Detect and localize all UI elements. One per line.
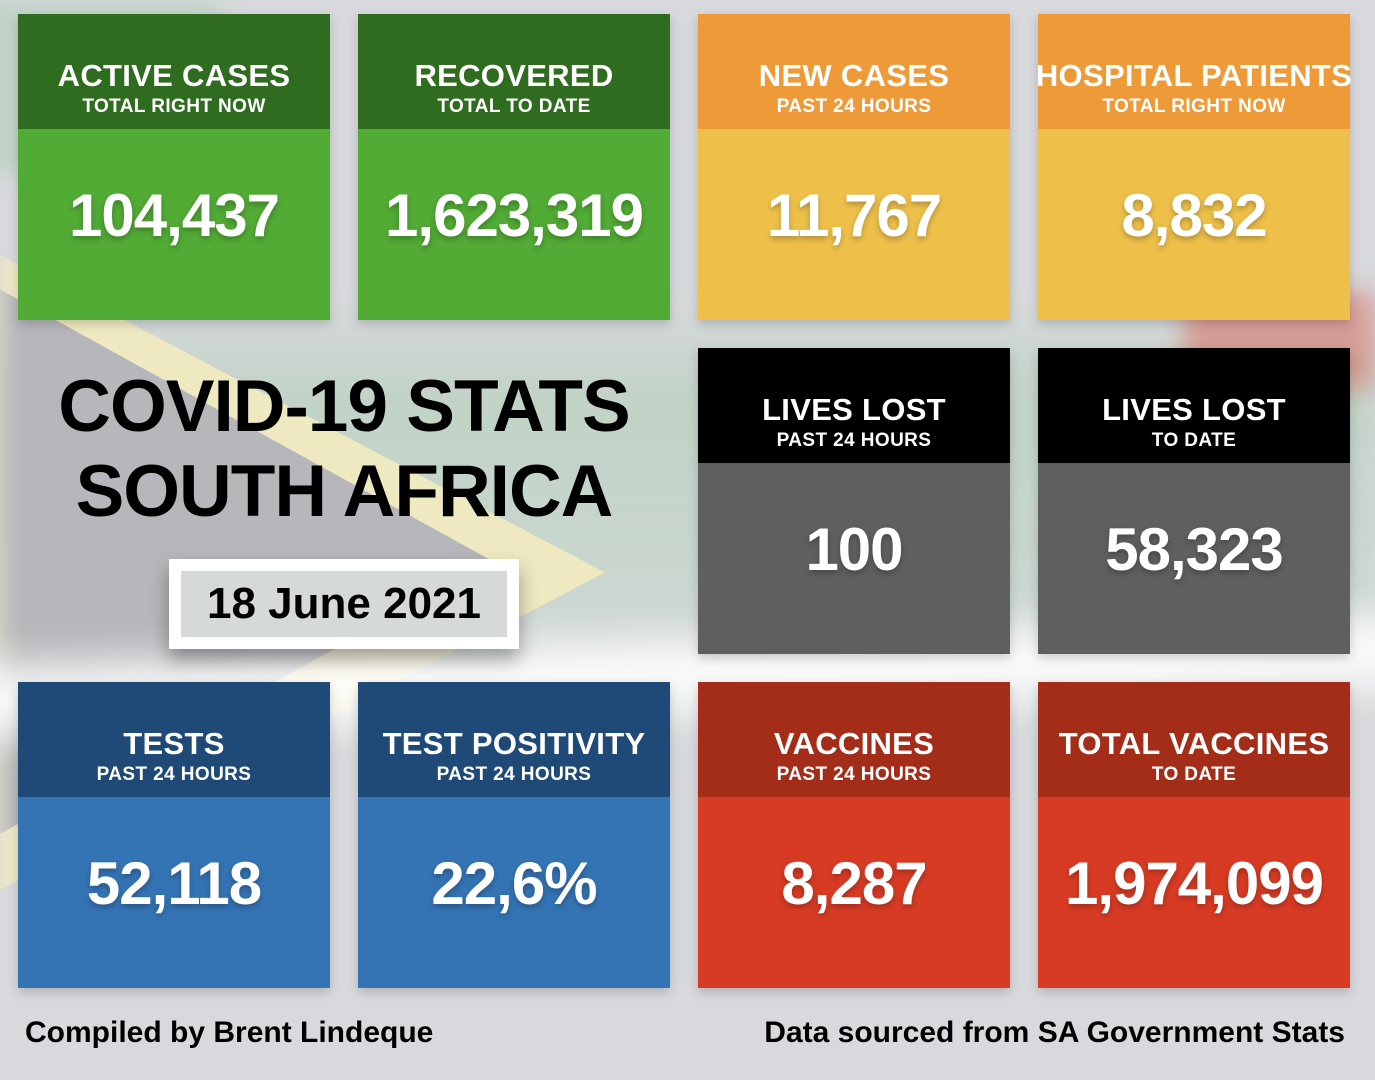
card-header: HOSPITAL PATIENTS TOTAL RIGHT NOW (1035, 14, 1353, 129)
date-badge: 18 June 2021 (169, 558, 519, 649)
card-header: NEW CASES PAST 24 HOURS (698, 14, 1010, 129)
stat-card-test-positivity: TEST POSITIVITY PAST 24 HOURS 22,6% (358, 682, 670, 988)
stat-card-total-vaccines: TOTAL VACCINES TO DATE 1,974,099 (1038, 682, 1350, 988)
card-title: ACTIVE CASES (57, 58, 291, 93)
card-subtitle: PAST 24 HOURS (776, 430, 932, 451)
page-title-line1: COVID-19 STATS (58, 366, 630, 447)
card-subtitle: PAST 24 HOURS (776, 96, 932, 117)
card-subtitle: TOTAL RIGHT NOW (82, 96, 266, 117)
card-title: TESTS (123, 726, 225, 761)
title-block: COVID-19 STATS SOUTH AFRICA 18 June 2021 (18, 348, 670, 654)
card-value: 8,832 (1121, 182, 1267, 249)
card-title: LIVES LOST (1102, 392, 1286, 427)
card-subtitle: TO DATE (1151, 764, 1237, 785)
stat-card-vaccines-24h: VACCINES PAST 24 HOURS 8,287 (698, 682, 1010, 988)
card-header: ACTIVE CASES TOTAL RIGHT NOW (18, 14, 330, 129)
stat-card-hospital-patients: HOSPITAL PATIENTS TOTAL RIGHT NOW 8,832 (1035, 14, 1353, 320)
footer-compiled-by: Compiled by Brent Lindeque (25, 1016, 434, 1049)
page-title-line2: SOUTH AFRICA (75, 451, 614, 533)
footer-data-source: Data sourced from SA Government Stats (764, 1016, 1345, 1049)
card-value: 104,437 (69, 182, 280, 249)
page-title: COVID-19 STATS SOUTH AFRICA (58, 364, 630, 535)
card-value: 58,323 (1105, 516, 1284, 583)
card-subtitle: PAST 24 HOURS (96, 764, 252, 785)
stat-card-lives-lost-total: LIVES LOST TO DATE 58,323 (1038, 348, 1350, 654)
stat-card-lives-lost-24h: LIVES LOST PAST 24 HOURS 100 (698, 348, 1010, 654)
card-subtitle: TOTAL TO DATE (437, 96, 591, 117)
card-title: HOSPITAL PATIENTS (1035, 58, 1353, 93)
card-title: VACCINES (773, 726, 935, 761)
card-header: LIVES LOST PAST 24 HOURS (698, 348, 1010, 463)
card-header: TESTS PAST 24 HOURS (18, 682, 330, 797)
card-header: LIVES LOST TO DATE (1038, 348, 1350, 463)
card-body: 58,323 (1038, 463, 1350, 654)
card-body: 1,623,319 (358, 129, 670, 320)
card-title: TOTAL VACCINES (1058, 726, 1330, 761)
card-value: 8,287 (781, 850, 927, 917)
card-subtitle: PAST 24 HOURS (436, 764, 592, 785)
card-title: NEW CASES (758, 58, 950, 93)
card-title: LIVES LOST (762, 392, 946, 427)
card-body: 8,287 (698, 797, 1010, 988)
date-text: 18 June 2021 (181, 570, 507, 637)
card-body: 22,6% (358, 797, 670, 988)
stat-card-new-cases: NEW CASES PAST 24 HOURS 11,767 (698, 14, 1010, 320)
card-value: 100 (805, 516, 903, 583)
stat-card-tests: TESTS PAST 24 HOURS 52,118 (18, 682, 330, 988)
card-subtitle: PAST 24 HOURS (776, 764, 932, 785)
card-value: 52,118 (86, 850, 262, 917)
card-header: RECOVERED TOTAL TO DATE (358, 14, 670, 129)
stat-card-grid: ACTIVE CASES TOTAL RIGHT NOW 104,437 REC… (18, 14, 1353, 988)
card-header: TEST POSITIVITY PAST 24 HOURS (358, 682, 670, 797)
card-subtitle: TOTAL RIGHT NOW (1102, 96, 1286, 117)
card-header: VACCINES PAST 24 HOURS (698, 682, 1010, 797)
card-value: 1,623,319 (385, 182, 644, 249)
card-body: 8,832 (1038, 129, 1350, 320)
card-value: 22,6% (431, 850, 597, 917)
card-body: 100 (698, 463, 1010, 654)
card-body: 1,974,099 (1038, 797, 1350, 988)
card-header: TOTAL VACCINES TO DATE (1038, 682, 1350, 797)
card-body: 11,767 (698, 129, 1010, 320)
card-body: 104,437 (18, 129, 330, 320)
card-value: 11,767 (766, 182, 942, 249)
stat-card-recovered: RECOVERED TOTAL TO DATE 1,623,319 (358, 14, 670, 320)
card-value: 1,974,099 (1065, 850, 1324, 917)
card-subtitle: TO DATE (1151, 430, 1237, 451)
stat-card-active-cases: ACTIVE CASES TOTAL RIGHT NOW 104,437 (18, 14, 330, 320)
footer: Compiled by Brent Lindeque Data sourced … (0, 1016, 1375, 1050)
card-title: RECOVERED (414, 58, 614, 93)
card-title: TEST POSITIVITY (382, 726, 646, 761)
card-body: 52,118 (18, 797, 330, 988)
